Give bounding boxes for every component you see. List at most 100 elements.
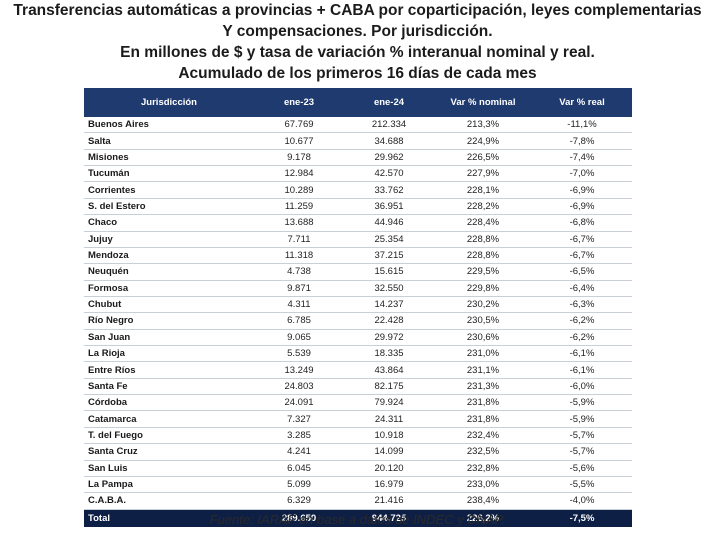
cell-jurisdiccion: Entre Ríos bbox=[84, 361, 254, 379]
cell-var-nominal: 231,3% bbox=[434, 378, 532, 396]
cell-var-real: -5,7% bbox=[532, 427, 632, 445]
cell-jurisdiccion: Neuquén bbox=[84, 263, 254, 281]
cell-var-real: -11,1% bbox=[532, 117, 632, 134]
source-note: Fuente: IARAF en base a datos de INDEC y… bbox=[209, 512, 506, 527]
table-row: Neuquén 4.738 15.615 229,5% -6,5% bbox=[84, 263, 632, 281]
cell-ene-23: 9.871 bbox=[254, 280, 344, 297]
table-row: Catamarca 7.327 24.311 231,8% -5,9% bbox=[84, 410, 632, 428]
cell-jurisdiccion: Santa Fe bbox=[84, 378, 254, 396]
cell-var-nominal: 227,9% bbox=[434, 165, 532, 183]
table-row: S. del Estero 11.259 36.951 228,2% -6,9% bbox=[84, 198, 632, 216]
cell-var-real: -5,5% bbox=[532, 476, 632, 494]
cell-jurisdiccion: Mendoza bbox=[84, 247, 254, 265]
cell-ene-24: 44.946 bbox=[344, 214, 434, 232]
total-ene-23: 289.650 bbox=[254, 509, 344, 527]
table-header: Jurisdicción ene-23 ene-24 Var % nominal… bbox=[84, 88, 632, 117]
cell-var-nominal: 230,2% bbox=[434, 296, 532, 314]
cell-jurisdiccion: Catamarca bbox=[84, 410, 254, 428]
cell-ene-23: 5.539 bbox=[254, 345, 344, 363]
cell-ene-23: 6.045 bbox=[254, 460, 344, 477]
cell-var-nominal: 230,6% bbox=[434, 329, 532, 347]
header-row: Jurisdicción ene-23 ene-24 Var % nominal… bbox=[84, 88, 632, 117]
total-row: Total 289.650 944.725 226,2% -7,5% bbox=[84, 509, 632, 527]
cell-ene-24: 33.762 bbox=[344, 181, 434, 199]
cell-ene-23: 7.327 bbox=[254, 410, 344, 428]
table-body: Buenos Aires 67.769 212.334 213,3% -11,1% Sal… bbox=[84, 117, 632, 510]
cell-ene-24: 42.570 bbox=[344, 165, 434, 183]
cell-ene-24: 16.979 bbox=[344, 476, 434, 494]
cell-jurisdiccion: San Juan bbox=[84, 329, 254, 347]
title-line-1: Transferencias automáticas a provincias … bbox=[13, 2, 702, 19]
cell-jurisdiccion: Chaco bbox=[84, 214, 254, 232]
cell-var-real: -6,2% bbox=[532, 329, 632, 347]
cell-var-nominal: 228,1% bbox=[434, 181, 532, 199]
table-row: Entre Ríos 13.249 43.864 231,1% -6,1% bbox=[84, 361, 632, 379]
cell-var-real: -5,9% bbox=[532, 410, 632, 428]
cell-ene-24: 14.099 bbox=[344, 443, 434, 461]
header-ene-23: ene-23 bbox=[254, 88, 344, 117]
cell-ene-24: 36.951 bbox=[344, 198, 434, 216]
cell-ene-24: 21.416 bbox=[344, 492, 434, 510]
cell-var-nominal: 228,8% bbox=[434, 247, 532, 265]
cell-ene-23: 5.099 bbox=[254, 476, 344, 494]
cell-var-nominal: 228,4% bbox=[434, 214, 532, 232]
transfers-table: Jurisdicción ene-23 ene-24 Var % nominal… bbox=[84, 88, 632, 527]
header-var-nominal: Var % nominal bbox=[434, 88, 532, 117]
cell-ene-24: 25.354 bbox=[344, 231, 434, 248]
cell-jurisdiccion: Formosa bbox=[84, 280, 254, 297]
table-row: San Juan 9.065 29.972 230,6% -6,2% bbox=[84, 329, 632, 347]
cell-var-real: -6,9% bbox=[532, 181, 632, 199]
title-line-4: Acumulado de los primeros 16 días de cad… bbox=[178, 65, 537, 82]
cell-ene-23: 67.769 bbox=[254, 117, 344, 134]
cell-ene-23: 10.677 bbox=[254, 132, 344, 150]
table-row: Formosa 9.871 32.550 229,8% -6,4% bbox=[84, 280, 632, 297]
transfers-table-container: Jurisdicción ene-23 ene-24 Var % nominal… bbox=[84, 88, 632, 527]
cell-ene-24: 20.120 bbox=[344, 460, 434, 477]
table-row: Río Negro 6.785 22.428 230,5% -6,2% bbox=[84, 312, 632, 330]
cell-var-nominal: 229,8% bbox=[434, 280, 532, 297]
table-row: C.A.B.A. 6.329 21.416 238,4% -4,0% bbox=[84, 492, 632, 510]
cell-var-nominal: 232,5% bbox=[434, 443, 532, 461]
cell-ene-23: 10.289 bbox=[254, 181, 344, 199]
cell-var-nominal: 233,0% bbox=[434, 476, 532, 494]
cell-ene-24: 29.962 bbox=[344, 149, 434, 167]
cell-jurisdiccion: T. del Fuego bbox=[84, 427, 254, 445]
cell-ene-24: 82.175 bbox=[344, 378, 434, 396]
cell-ene-24: 15.615 bbox=[344, 263, 434, 281]
total-var-nominal: 226,2% bbox=[434, 509, 532, 527]
cell-var-nominal: 231,0% bbox=[434, 345, 532, 363]
cell-jurisdiccion: Santa Cruz bbox=[84, 443, 254, 461]
cell-var-real: -6,2% bbox=[532, 312, 632, 330]
cell-var-real: -6,7% bbox=[532, 247, 632, 265]
cell-ene-24: 24.311 bbox=[344, 410, 434, 428]
cell-jurisdiccion: Río Negro bbox=[84, 312, 254, 330]
cell-var-nominal: 231,8% bbox=[434, 410, 532, 428]
cell-ene-24: 43.864 bbox=[344, 361, 434, 379]
cell-ene-24: 37.215 bbox=[344, 247, 434, 265]
cell-jurisdiccion: Salta bbox=[84, 132, 254, 150]
table-row: La Rioja 5.539 18.335 231,0% -6,1% bbox=[84, 345, 632, 363]
cell-jurisdiccion: Córdoba bbox=[84, 394, 254, 412]
cell-ene-23: 9.178 bbox=[254, 149, 344, 167]
cell-jurisdiccion: Jujuy bbox=[84, 231, 254, 248]
cell-ene-24: 10.918 bbox=[344, 427, 434, 445]
cell-var-real: -6,1% bbox=[532, 361, 632, 379]
total-var-real: -7,5% bbox=[532, 509, 632, 527]
cell-var-real: -5,9% bbox=[532, 394, 632, 412]
document-title: Transferencias automáticas a provincias … bbox=[0, 0, 715, 84]
table-row: La Pampa 5.099 16.979 233,0% -5,5% bbox=[84, 476, 632, 494]
cell-var-real: -6,1% bbox=[532, 345, 632, 363]
cell-var-real: -7,0% bbox=[532, 165, 632, 183]
cell-jurisdiccion: La Rioja bbox=[84, 345, 254, 363]
total-label: Total bbox=[84, 509, 254, 527]
table-row: Tucumán 12.984 42.570 227,9% -7,0% bbox=[84, 165, 632, 183]
table-row: Chaco 13.688 44.946 228,4% -6,8% bbox=[84, 214, 632, 232]
table-row: Salta 10.677 34.688 224,9% -7,8% bbox=[84, 132, 632, 150]
table-row: Córdoba 24.091 79.924 231,8% -5,9% bbox=[84, 394, 632, 412]
cell-var-real: -6,0% bbox=[532, 378, 632, 396]
header-var-real: Var % real bbox=[532, 88, 632, 117]
cell-ene-23: 4.738 bbox=[254, 263, 344, 281]
cell-jurisdiccion: Misiones bbox=[84, 149, 254, 167]
cell-var-nominal: 224,9% bbox=[434, 132, 532, 150]
cell-var-nominal: 229,5% bbox=[434, 263, 532, 281]
